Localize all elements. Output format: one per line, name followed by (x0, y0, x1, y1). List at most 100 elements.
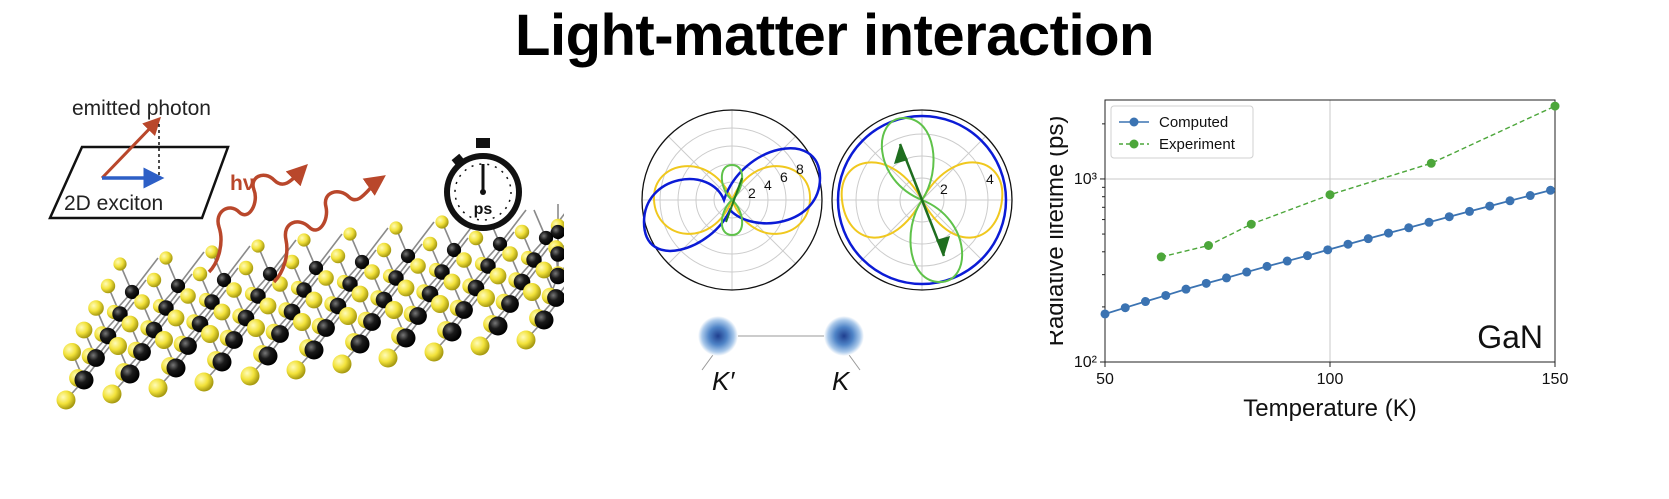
metal-atom (250, 288, 266, 304)
sulfur-atom (121, 315, 139, 333)
data-point-experiment (1156, 252, 1166, 262)
data-point-experiment (1204, 240, 1213, 250)
sulfur-atom (100, 278, 116, 294)
x-tick-label: 150 (1542, 371, 1569, 388)
sulfur-atom (146, 272, 162, 288)
sulfur-atom (247, 319, 265, 337)
metal-atom (547, 289, 565, 307)
emitted-photon-label: emitted photon (72, 97, 211, 120)
lifetime-chart: 50 100 150 10² 10³ Temperature (K) Radiative… (1042, 90, 1650, 460)
metal-atom (400, 248, 416, 264)
metal-atom (262, 266, 278, 282)
legend-label: Computed (1159, 114, 1228, 131)
sulfur-atom (297, 233, 311, 247)
metal-atom (363, 313, 381, 331)
sulfur-atom (167, 309, 185, 327)
sulfur-atom (456, 252, 472, 268)
sulfur-atom (251, 239, 265, 253)
x-tick-label: 50 (1096, 371, 1114, 388)
data-point-computed (1242, 267, 1252, 277)
metal-atom (538, 230, 554, 246)
data-point-computed (1363, 234, 1373, 244)
photon-wave-1 (207, 164, 308, 274)
polar-right-tick-1: 2 (940, 181, 948, 197)
polar-right-blue-curve (836, 114, 1008, 286)
page-title: Light-matter interaction (515, 3, 1154, 68)
valley-dot-k (824, 316, 864, 356)
metal-atom (296, 282, 312, 298)
metal-atom (87, 349, 105, 367)
sulfur-atom (201, 325, 219, 343)
chart-grid (1105, 100, 1555, 362)
metal-atom (74, 370, 94, 390)
sulfur-atom (63, 343, 81, 361)
metal-atom (480, 258, 496, 274)
data-point-computed (1323, 245, 1333, 255)
sulfur-atom (155, 331, 173, 349)
photon-wave-2 (272, 175, 386, 284)
metal-atom (166, 358, 186, 378)
sulfur-atom (213, 303, 231, 321)
valley-label-k: K (832, 366, 851, 396)
sulfur-atom (351, 285, 369, 303)
metal-atom (158, 300, 174, 316)
metal-atom (488, 316, 508, 336)
metal-atom (120, 364, 140, 384)
sulfur-atom (332, 354, 352, 374)
metal-atom (549, 267, 567, 285)
illustration-svg: hν emitted photon 2D exciton ps (48, 97, 585, 410)
data-point-computed (1343, 239, 1353, 249)
polar-left-tick-2: 4 (764, 177, 772, 193)
sulfur-atom (238, 260, 254, 276)
sulfur-atom (102, 384, 122, 404)
sulfur-atom (226, 282, 242, 298)
exciton-plane (48, 145, 230, 220)
data-point-computed (1485, 201, 1495, 211)
legend-marker (1129, 117, 1139, 127)
sulfur-atom (159, 251, 173, 265)
polar-plot-left: 2 4 6 8 (641, 109, 823, 291)
lattice-atoms (56, 215, 567, 410)
sulfur-atom (502, 246, 518, 262)
material-annotation: GaN (1477, 319, 1543, 355)
metal-atom (317, 319, 335, 337)
data-point-computed (1384, 228, 1393, 238)
sulfur-atom (389, 221, 403, 235)
metal-atom (216, 272, 232, 288)
data-point-computed (1282, 256, 1292, 266)
sulfur-atom (205, 245, 219, 259)
sulfur-atom (272, 276, 288, 292)
metal-atom (409, 307, 427, 325)
stopwatch-label: ps (474, 201, 493, 218)
data-point-computed (1424, 217, 1434, 227)
sulfur-atom (443, 273, 461, 291)
data-point-computed (1505, 196, 1515, 206)
data-point-computed (1404, 223, 1414, 233)
light-matter-illustration: hν emitted photon 2D exciton ps (44, 92, 585, 442)
sulfur-atom (192, 266, 208, 282)
data-point-computed (1465, 206, 1474, 216)
y-tick-label: 10³ (1074, 171, 1098, 188)
metal-atom (204, 294, 220, 310)
data-point-computed (1525, 191, 1535, 201)
polar-plot-right: 2 4 (831, 109, 1013, 291)
sulfur-atom (330, 248, 346, 264)
sulfur-atom (293, 313, 311, 331)
sulfur-atom (514, 224, 530, 240)
metal-atom (526, 252, 542, 268)
sulfur-atom (422, 236, 438, 252)
metal-atom (133, 343, 151, 361)
sulfur-atom (305, 291, 323, 309)
metal-atom (534, 310, 554, 330)
data-point-computed (1120, 303, 1130, 313)
polar-right-tick-2: 4 (986, 171, 994, 187)
sulfur-atom (240, 366, 260, 386)
data-point-computed (1201, 278, 1211, 288)
series-line-experiment (1161, 105, 1556, 258)
sulfur-atom (343, 227, 357, 241)
metal-atom (124, 284, 140, 300)
metal-atom (388, 270, 404, 286)
legend-label: Experiment (1159, 136, 1236, 153)
valley-label-kprime: K′ (712, 366, 735, 396)
sulfur-atom (88, 300, 104, 316)
